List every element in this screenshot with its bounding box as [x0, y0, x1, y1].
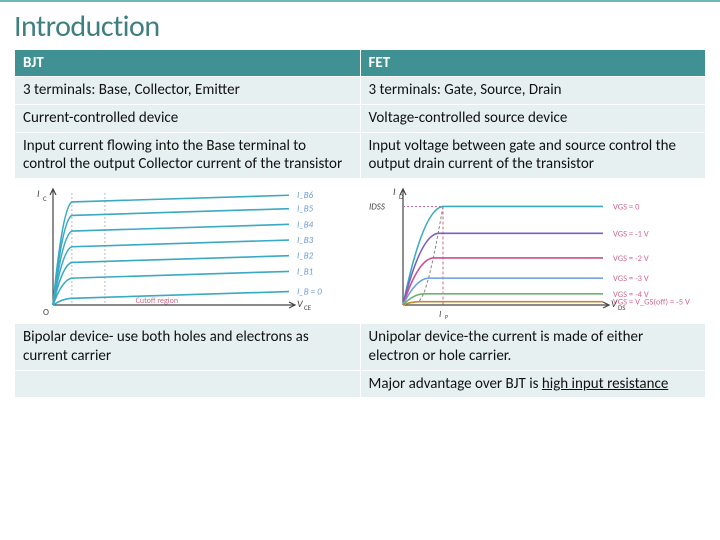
cell: Major advantage over BJT is high input r… [360, 370, 706, 398]
cell: Input current flowing into the Base term… [15, 132, 361, 179]
svg-text:I_B1: I_B1 [297, 266, 314, 277]
adv-prefix: Major advantage over BJT is [369, 375, 542, 393]
svg-text:DS: DS [618, 303, 626, 312]
table-row: Current-controlled device Voltage-contro… [15, 104, 706, 132]
comparison-table: BJT FET 3 terminals: Base, Collector, Em… [14, 49, 706, 398]
cell: 3 terminals: Gate, Source, Drain [360, 77, 706, 105]
cell: Bipolar device- use both holes and elect… [15, 324, 361, 371]
svg-text:I: I [37, 187, 40, 200]
cell: 3 terminals: Base, Collector, Emitter [15, 77, 361, 105]
cell: Voltage-controlled source device [360, 104, 706, 132]
svg-text:IDSS: IDSS [369, 201, 386, 212]
slide: Introduction BJT FET 3 terminals: Base, … [0, 0, 720, 540]
svg-text:I_B2: I_B2 [297, 251, 314, 262]
table-row: Bipolar device- use both holes and elect… [15, 324, 706, 371]
svg-text:I_B = 0: I_B = 0 [297, 287, 322, 298]
svg-text:P: P [445, 313, 448, 321]
cell: Current-controlled device [15, 104, 361, 132]
chart-row: I_B6I_B5I_B4I_B3I_B2I_B1I_B = 0ICVCEOCut… [15, 179, 706, 324]
svg-text:VGS = 0: VGS = 0 [613, 202, 640, 212]
table-row: 3 terminals: Base, Collector, Emitter 3 … [15, 77, 706, 105]
svg-text:I: I [393, 185, 396, 198]
svg-text:V: V [297, 297, 304, 310]
svg-text:D: D [399, 192, 404, 201]
bjt-chart-cell: I_B6 I_B5 I_B4 I_B3 I_B2 I_B1 I_B = 0 IC VCE O Cut… [15, 179, 361, 324]
cell-empty [15, 370, 361, 398]
svg-text:Cutoff region: Cutoff region [136, 296, 178, 306]
adv-underline: high input resistance [542, 375, 668, 393]
svg-text:O: O [43, 307, 49, 318]
header-fet: FET [360, 50, 706, 77]
cell: Unipolar device-the current is made of e… [360, 324, 706, 371]
svg-text:I_B3: I_B3 [297, 235, 314, 246]
table-header-row: BJT FET [15, 50, 706, 77]
svg-text:CE: CE [304, 303, 312, 312]
svg-text:VGS = -2 V: VGS = -2 V [613, 254, 649, 264]
header-bjt: BJT [15, 50, 361, 77]
svg-text:I_B5: I_B5 [297, 204, 314, 215]
svg-text:I_B6: I_B6 [297, 190, 314, 201]
svg-text:VGS = -1 V: VGS = -1 V [613, 229, 649, 239]
bjt-curves-chart: I_B6 I_B5 I_B4 I_B3 I_B2 I_B1 I_B = 0 IC VCE O Cut… [19, 181, 349, 321]
svg-text:VGS = -3 V: VGS = -3 V [613, 274, 649, 284]
fet-chart-cell: IDSSIPVGS = 0VGS = -1 VVGS = -2 VVGS = -… [360, 179, 706, 324]
svg-text:I_B4: I_B4 [297, 219, 314, 230]
cell: Input voltage between gate and source co… [360, 132, 706, 179]
table-row: Major advantage over BJT is high input r… [15, 370, 706, 398]
page-title: Introduction [14, 8, 706, 45]
table-row: Input current flowing into the Base term… [15, 132, 706, 179]
svg-text:I: I [439, 309, 441, 320]
svg-text:C: C [43, 194, 47, 203]
fet-curves-chart: IDSSIPVGS = 0VGS = -1 VVGS = -2 VVGS = -… [365, 181, 695, 321]
